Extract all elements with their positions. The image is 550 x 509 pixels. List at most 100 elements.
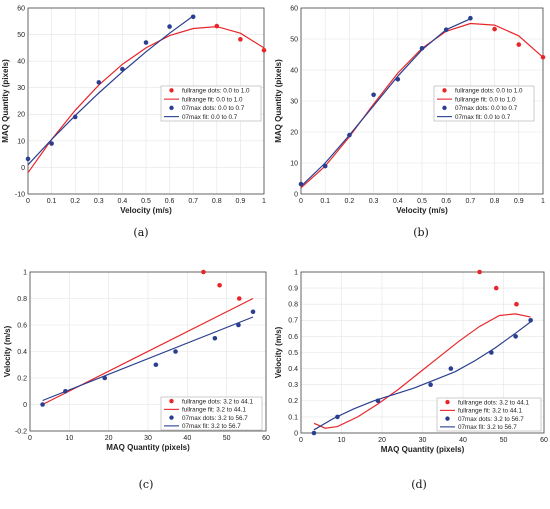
x-tick-label: 0 xyxy=(26,198,30,205)
data-point-max07 xyxy=(212,335,218,341)
legend-swatch-dot xyxy=(445,399,450,405)
legend-box xyxy=(433,85,535,122)
data-point-fullrange xyxy=(261,47,267,53)
legend-swatch-dot xyxy=(169,415,174,420)
plot-frame xyxy=(300,271,545,434)
legend-box xyxy=(160,85,262,122)
data-point-max07 xyxy=(153,362,159,368)
y-tick-label: 30 xyxy=(290,98,298,105)
y-tick-label: 1 xyxy=(23,269,27,276)
plot-frame xyxy=(300,7,544,195)
x-axis-label: Velocity (m/s) xyxy=(120,206,172,215)
legend-swatch-dot xyxy=(445,416,450,421)
x-tick-label: 0.9 xyxy=(514,198,524,205)
panel-caption: (a) xyxy=(133,226,148,239)
x-tick-label: 40 xyxy=(183,435,191,442)
data-point-max07 xyxy=(311,430,317,436)
x-tick-label: 0.4 xyxy=(118,198,128,205)
x-axis-label: MAQ Quantity (pixels) xyxy=(381,445,465,454)
x-tick-label: 0.6 xyxy=(165,198,175,205)
y-tick-label: 0.7 xyxy=(288,318,298,325)
data-point-max07 xyxy=(25,156,31,162)
x-tick-label: 0.2 xyxy=(345,198,355,205)
x-tick-label: 0.8 xyxy=(490,198,500,205)
y-tick-label: 50 xyxy=(290,36,298,43)
x-tick-label: 0 xyxy=(28,435,32,442)
y-tick-label: 60 xyxy=(290,5,298,12)
legend-entry: 07max fit: 3.2 to 56.7 xyxy=(182,423,241,430)
y-tick-label: 1 xyxy=(294,269,298,276)
y-tick-label: 20 xyxy=(290,129,298,136)
legend-entry: 07max fit: 0.0 to 0.7 xyxy=(455,114,511,121)
y-tick-label: 0.9 xyxy=(288,286,298,293)
legend-entry: 07max fit: 0.0 to 0.7 xyxy=(182,114,238,121)
data-point-max07 xyxy=(371,92,376,98)
y-tick-label: 0.6 xyxy=(17,322,27,329)
x-tick-label: 0.6 xyxy=(441,198,451,205)
series-line-fullrange xyxy=(313,313,531,429)
legend-entry: fullrange fit: 0.0 to 1.0 xyxy=(455,96,516,103)
data-point-max07 xyxy=(513,334,518,339)
y-tick-label: 0.3 xyxy=(288,382,298,389)
plot-frame xyxy=(29,271,267,432)
x-tick-label: 0.2 xyxy=(70,198,80,205)
legend: fullrange dots: 3.2 to 44.1 fullrange fit… xyxy=(160,396,263,431)
y-axis-label: MAQ Quantity (pixels) xyxy=(274,59,283,143)
legend-entry: fullrange fit: 3.2 to 44.1 xyxy=(182,407,247,414)
y-tick-label: 50 xyxy=(17,32,25,39)
y-tick-label: 0 xyxy=(294,430,298,437)
y-tick-label: 0.1 xyxy=(288,414,298,421)
x-tick-label: 0.8 xyxy=(212,198,222,205)
legend: fullrange dots: 3.2 to 44.1 fullrange fit… xyxy=(436,397,542,432)
chart-panel-4: 0 10 20 30 40 50 60 0 0.1 0.2 0.3 0.4 0.5 0.6 0.7 0.8 0.… xyxy=(274,269,548,491)
data-point-max07 xyxy=(167,24,172,29)
series-line-max07 xyxy=(313,321,531,431)
legend-swatch-dot xyxy=(169,105,174,111)
data-point-max07 xyxy=(40,402,45,407)
x-tick-label: 0.7 xyxy=(466,198,476,205)
y-tick-label: 0.4 xyxy=(17,349,27,356)
x-tick-label: 0.1 xyxy=(47,198,57,205)
legend-box xyxy=(436,397,542,432)
x-tick-label: 50 xyxy=(223,435,231,442)
x-tick-label: 1 xyxy=(541,198,545,205)
y-tick-label: 0.8 xyxy=(17,296,27,303)
x-tick-label: 0.4 xyxy=(393,198,403,205)
x-tick-label: 10 xyxy=(338,437,346,444)
data-point-fullrange xyxy=(217,282,222,288)
y-tick-label: 0.2 xyxy=(288,398,298,405)
y-axis-label: MAQ Quantity (pixels) xyxy=(1,59,10,143)
series-line-fullrange xyxy=(27,25,265,174)
y-tick-label: 0 xyxy=(23,402,27,409)
y-tick-label: 60 xyxy=(17,5,25,12)
x-tick-label: 0.5 xyxy=(141,198,151,205)
y-tick-label: 10 xyxy=(17,138,25,145)
x-tick-label: 40 xyxy=(459,437,467,444)
x-tick-label: 0.7 xyxy=(188,198,198,205)
y-tick-label: 40 xyxy=(17,59,25,66)
y-tick-label: -0.2 xyxy=(15,428,27,435)
legend-entry: fullrange dots: 0.0 to 1.0 xyxy=(455,88,523,95)
data-point-max07 xyxy=(49,141,54,146)
y-tick-label: 20 xyxy=(17,112,25,119)
panel-caption: (d) xyxy=(411,478,427,491)
data-point-fullrange xyxy=(477,269,482,275)
legend-entry: fullrange dots: 3.2 to 44.1 xyxy=(458,399,530,406)
x-tick-label: 0.1 xyxy=(320,198,330,205)
series-line-max07 xyxy=(27,15,194,166)
data-point-max07 xyxy=(143,40,149,45)
data-point-max07 xyxy=(190,14,196,20)
data-point-fullrange xyxy=(514,301,519,307)
legend-swatch-dot xyxy=(169,398,174,404)
plot-frame xyxy=(27,7,265,195)
chart-panel-1: 0 0.1 0.2 0.3 0.4 0.5 0.6 0.7 0.8 0.9 1-1001020304… xyxy=(1,5,267,239)
x-tick-label: 10 xyxy=(65,435,73,442)
x-tick-label: 0.3 xyxy=(94,198,104,205)
data-point-max07 xyxy=(322,163,328,169)
y-tick-label: 0.6 xyxy=(288,334,298,341)
series-line-max07 xyxy=(42,316,254,402)
data-point-fullrange xyxy=(493,285,499,291)
data-point-fullrange xyxy=(236,296,242,301)
legend-entry: fullrange fit: 0.0 to 1.0 xyxy=(182,96,243,103)
